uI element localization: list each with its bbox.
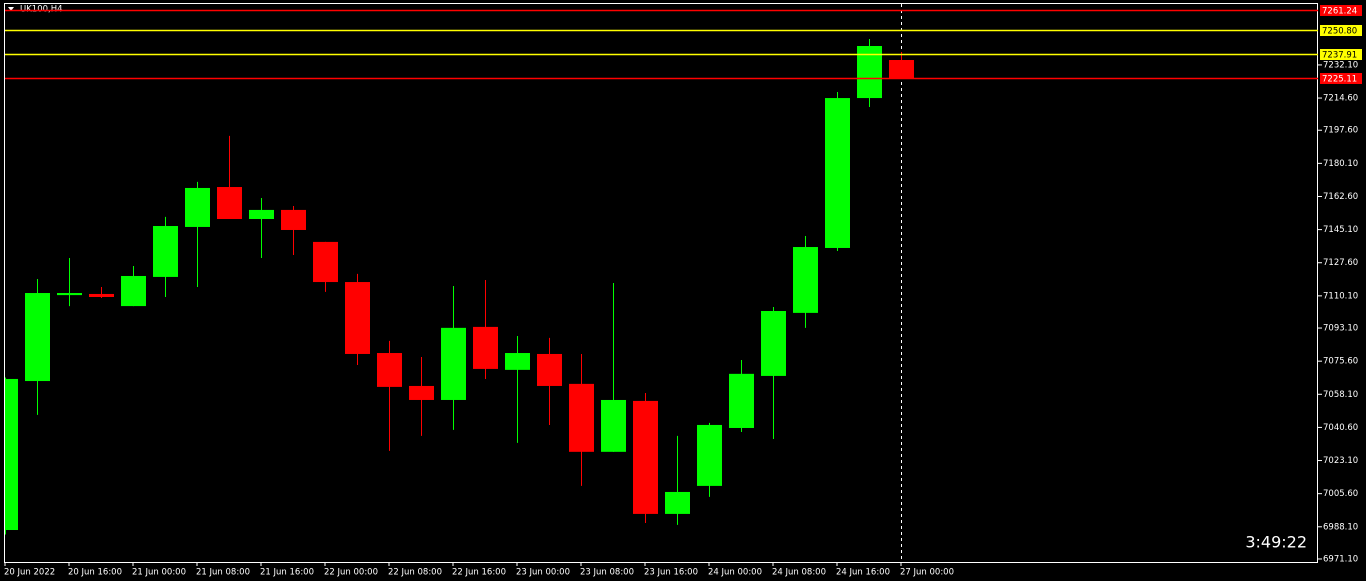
plot-area [5, 38, 914, 535]
candle-body [249, 209, 274, 220]
candle-body [89, 293, 114, 297]
x-tick-label: 20 Jun 2022 [4, 568, 55, 578]
y-tick-label: 6988.10 [1323, 522, 1358, 532]
candle-body [537, 353, 562, 386]
y-tick-label: 7075.60 [1323, 357, 1358, 367]
price-level-tag [1320, 25, 1362, 36]
x-tick-label: 21 Jun 08:00 [196, 568, 250, 578]
candle-body [761, 311, 786, 376]
y-tick-label: 7145.10 [1323, 225, 1358, 235]
candle-body [57, 293, 82, 296]
price-level-tag [1320, 73, 1362, 84]
price-level-tag [1320, 5, 1362, 16]
x-tick-label: 22 Jun 16:00 [452, 568, 506, 578]
candle-body [217, 187, 242, 220]
y-tick-label: 7110.10 [1323, 291, 1358, 301]
candle-body [665, 491, 690, 514]
x-tick-label: 21 Jun 00:00 [132, 568, 186, 578]
candle-body [441, 327, 466, 400]
price-level-tag [1320, 49, 1362, 60]
candle-body [729, 373, 754, 428]
candle-body [505, 353, 530, 370]
candle-body [153, 226, 178, 277]
y-tick-label: 6971.10 [1323, 554, 1358, 564]
price-level-label: 7261.24 [1322, 7, 1357, 17]
candle-body [825, 98, 850, 248]
y-tick-label: 7214.60 [1323, 94, 1358, 104]
candle-body [793, 247, 818, 313]
price-level-label: 7250.80 [1322, 27, 1357, 37]
x-tick-label: 23 Jun 08:00 [580, 568, 634, 578]
candle-body [377, 353, 402, 387]
y-tick-label: 7180.10 [1323, 159, 1358, 169]
x-tick-label: 23 Jun 16:00 [644, 568, 698, 578]
candle-body [409, 385, 434, 400]
candle-body [889, 60, 914, 79]
x-tick-label: 22 Jun 00:00 [324, 568, 378, 578]
x-tick-label: 20 Jun 16:00 [68, 568, 122, 578]
candle-body [121, 275, 146, 307]
candle-body [473, 326, 498, 369]
plot-frame [4, 3, 1318, 563]
y-tick-label: 7127.60 [1323, 258, 1358, 268]
price-level-label: 7237.91 [1322, 51, 1357, 61]
x-tick-label: 22 Jun 08:00 [388, 568, 442, 578]
candle-body [345, 282, 370, 354]
y-tick-label: 7162.60 [1323, 192, 1358, 202]
candle-body [5, 378, 18, 531]
candle-body [633, 400, 658, 514]
x-tick-label: 24 Jun 00:00 [708, 568, 762, 578]
y-tick-label: 7005.60 [1323, 489, 1358, 499]
candle-body [569, 383, 594, 452]
symbol-title: UK100,H4 [20, 5, 63, 15]
price-level-label: 7225.11 [1322, 75, 1357, 85]
x-tick-label: 27 Jun 00:00 [900, 568, 954, 578]
y-tick-label: 7197.60 [1323, 126, 1358, 136]
y-tick-label: 7232.10 [1323, 60, 1358, 70]
candle-body [281, 209, 306, 230]
y-tick-label: 7040.60 [1323, 423, 1358, 433]
menu-arrow[interactable] [8, 7, 14, 11]
candle-body [601, 399, 626, 452]
candle-body [185, 187, 210, 227]
candle-body [313, 241, 338, 283]
candle-timer: 3:49:22 [1245, 533, 1307, 552]
x-tick-label: 24 Jun 08:00 [772, 568, 826, 578]
y-tick-label: 7093.10 [1323, 324, 1358, 334]
y-tick-label: 7058.10 [1323, 390, 1358, 400]
x-tick-label: 24 Jun 16:00 [836, 568, 890, 578]
x-tick-label: 21 Jun 16:00 [260, 568, 314, 578]
x-tick-label: 23 Jun 00:00 [516, 568, 570, 578]
y-tick-label: 7023.10 [1323, 456, 1358, 466]
candle-body [25, 293, 50, 382]
candle-body [697, 424, 722, 486]
